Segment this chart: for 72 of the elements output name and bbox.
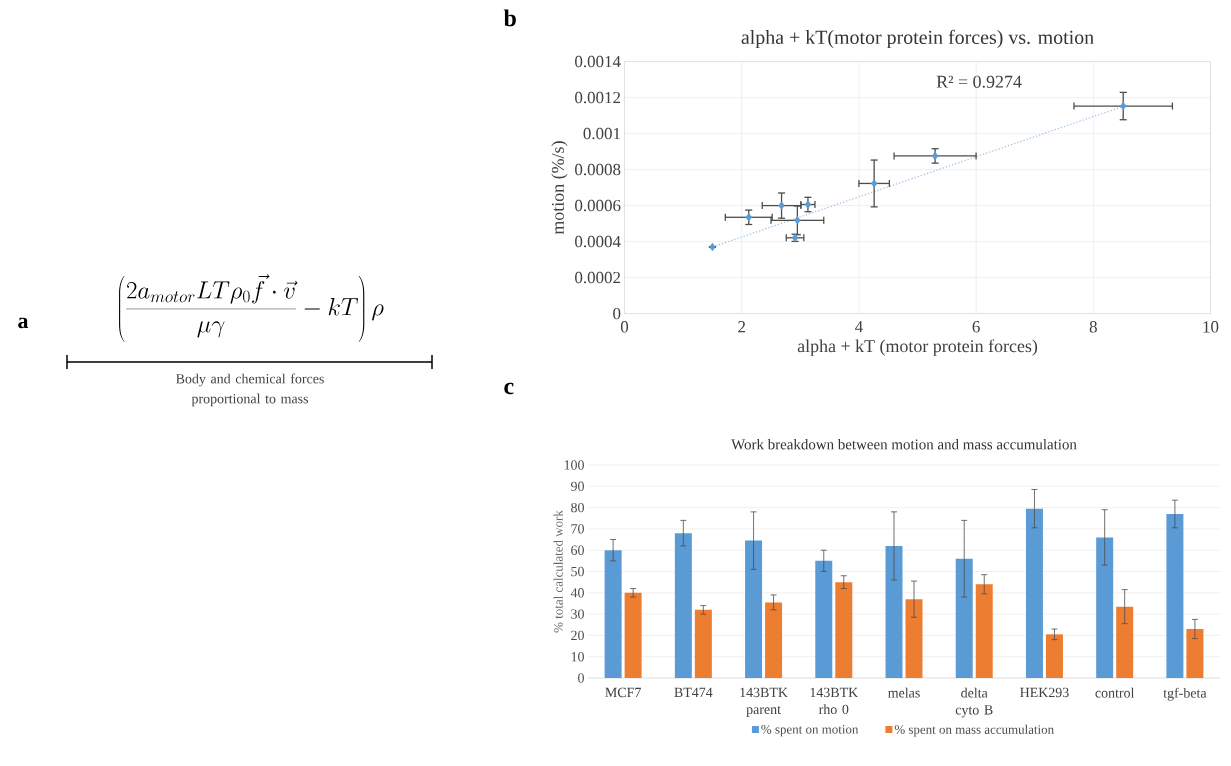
bar bbox=[955, 558, 973, 678]
bar bbox=[975, 584, 993, 678]
chart-title: Work breakdown between motion and mass accumulation bbox=[731, 438, 1077, 450]
bar bbox=[1045, 634, 1063, 678]
y-tick-label: 100 bbox=[564, 460, 584, 470]
bar bbox=[1025, 508, 1043, 678]
point bbox=[804, 200, 812, 209]
legend-label: % spent on mass accumulation bbox=[894, 724, 1054, 737]
x-tick-label: delta cyto B bbox=[955, 687, 993, 718]
point bbox=[1120, 101, 1127, 111]
bar bbox=[1166, 513, 1184, 678]
bar bbox=[1096, 537, 1114, 678]
point bbox=[745, 213, 752, 222]
bar bbox=[624, 592, 642, 678]
bar bbox=[905, 599, 923, 678]
text: $\left(\frac{2a_{motor}LT\rho_0\vec{f}\cdot\vec{v}}{\mu\gamma}-kT\right)\rho$ bbox=[119, 274, 384, 342]
y-tick-label: 80 bbox=[571, 502, 584, 513]
bar bbox=[815, 560, 833, 678]
annotation: R² = 0.9274 bbox=[936, 75, 1022, 88]
bar bbox=[1186, 629, 1204, 678]
y-tick-label: 10 bbox=[571, 651, 584, 662]
y-tick-label: 50 bbox=[571, 566, 584, 577]
x-tick-label: tgf-beta bbox=[1163, 687, 1207, 701]
y-tick-label: 20 bbox=[571, 630, 584, 641]
x-tick-label: 143BTK parent bbox=[740, 687, 788, 717]
bar bbox=[674, 533, 692, 678]
y-tick-label: 0.0014 bbox=[575, 55, 621, 68]
x-tick-label: 10 bbox=[1203, 321, 1219, 333]
x-tick-label: 2 bbox=[738, 321, 746, 333]
x-tick-label: melas bbox=[888, 687, 920, 698]
y-tick-label: 0.0008 bbox=[575, 163, 621, 176]
x-tick-label: 8 bbox=[1089, 321, 1097, 333]
bar bbox=[745, 540, 763, 678]
point bbox=[778, 201, 785, 210]
y-tick-label: 0.0012 bbox=[575, 91, 621, 104]
y-tick-label: 30 bbox=[571, 609, 584, 619]
bar bbox=[765, 602, 783, 678]
y-tick-label: 40 bbox=[570, 588, 584, 598]
x-tick-label: 0 bbox=[620, 321, 629, 333]
point bbox=[794, 216, 801, 225]
chart-title: alpha + kT(motor protein forces) vs. motion bbox=[741, 29, 1094, 49]
point bbox=[870, 179, 878, 188]
y-tick-label: 90 bbox=[570, 481, 584, 492]
x-axis-title: alpha + kT (motor protein forces) bbox=[797, 339, 1038, 356]
text: c bbox=[504, 382, 514, 395]
bar bbox=[835, 582, 853, 678]
x-tick-label: BT474 bbox=[674, 687, 713, 697]
x-tick-label: 143BTK rho 0 bbox=[810, 687, 859, 715]
y-tick-label: 0.0004 bbox=[575, 235, 621, 248]
y-tick-label: 0.0002 bbox=[575, 271, 621, 284]
y-tick-label: 0 bbox=[613, 307, 621, 320]
y-tick-label: 0.0006 bbox=[575, 199, 621, 212]
y-tick-label: 70 bbox=[571, 524, 584, 534]
bar bbox=[604, 550, 622, 678]
y-axis-title: motion (%/s) bbox=[551, 141, 568, 235]
x-tick-label: control bbox=[1095, 687, 1135, 698]
y-tick-label: 60 bbox=[571, 545, 584, 555]
text: b bbox=[503, 9, 516, 27]
y-axis-title: % total calculated work bbox=[553, 510, 563, 633]
y-tick-label: 0 bbox=[578, 673, 584, 683]
text: Body and chemical forces proportional to mass bbox=[176, 373, 324, 407]
bar bbox=[1116, 606, 1134, 678]
y-tick-label: 0.001 bbox=[583, 127, 620, 140]
bar bbox=[885, 545, 903, 678]
text: a bbox=[18, 317, 29, 329]
legend-label: % spent on motion bbox=[761, 724, 859, 737]
bar bbox=[694, 609, 712, 678]
x-tick-label: 6 bbox=[972, 321, 980, 333]
x-tick-label: HEK293 bbox=[1020, 687, 1069, 698]
point bbox=[709, 242, 716, 252]
x-tick-label: 4 bbox=[855, 321, 863, 333]
x-tick-label: MCF7 bbox=[605, 687, 641, 698]
